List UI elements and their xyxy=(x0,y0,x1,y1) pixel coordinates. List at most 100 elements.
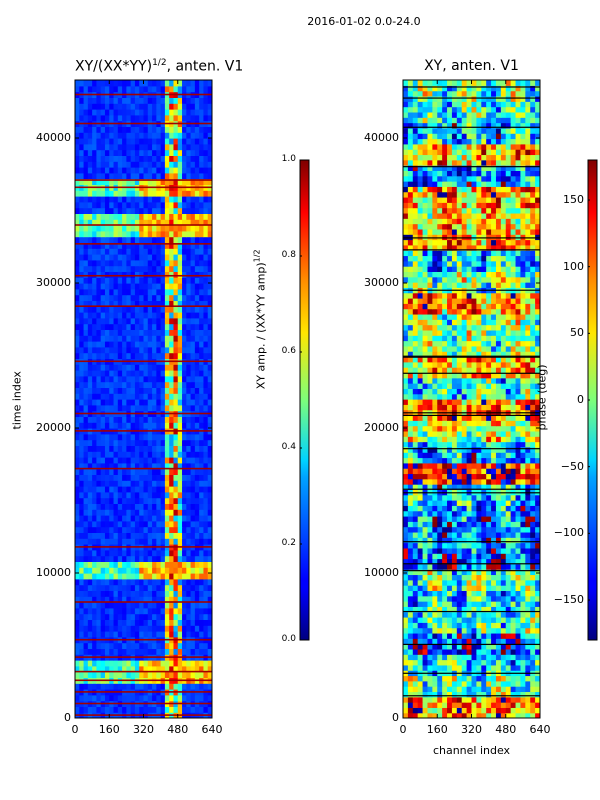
left-heatmap-cell xyxy=(87,468,93,475)
right-heatmap-cell xyxy=(427,468,433,475)
left-heatmap-cell xyxy=(75,567,80,574)
left-heatmap-cell xyxy=(109,648,115,655)
left-heatmap-cell xyxy=(92,486,98,493)
right-heatmap-cell xyxy=(500,446,507,453)
left-heatmap-cell xyxy=(160,230,166,238)
right-heatmap-cell xyxy=(481,553,487,560)
right-heatmap-cell xyxy=(403,648,409,655)
left-heatmap-cell xyxy=(186,503,192,510)
right-heatmap-cell xyxy=(427,632,433,639)
right-heatmap-cell xyxy=(515,675,522,682)
left-heatmap-cell xyxy=(117,468,123,475)
left-heatmap-cell xyxy=(134,213,140,220)
left-heatmap-cell xyxy=(177,381,183,388)
left-heatmap-cell xyxy=(104,607,110,615)
left-heatmap-cell xyxy=(152,642,157,649)
left-heatmap-cell xyxy=(203,370,209,377)
right-heatmap-cell xyxy=(535,595,540,602)
left-heatmap-cell xyxy=(75,509,80,516)
left-heatmap-cell xyxy=(126,451,132,458)
left-heatmap-cell xyxy=(83,172,89,180)
right-heatmap-cell xyxy=(471,457,477,464)
right-heatmap-cell xyxy=(505,569,512,576)
right-heatmap-cell xyxy=(471,537,477,544)
right-heatmap-cell xyxy=(407,616,414,623)
right-heatmap-cell xyxy=(417,547,424,554)
left-heatmap-cell xyxy=(169,114,175,122)
left-heatmap-cell xyxy=(203,619,209,626)
left-heatmap-cell xyxy=(134,404,140,412)
left-heatmap-cell xyxy=(109,277,115,284)
left-heatmap-cell xyxy=(87,201,93,209)
left-heatmap-cell xyxy=(177,462,183,470)
left-heatmap-cell xyxy=(160,422,166,429)
left-heatmap-cell xyxy=(186,346,192,354)
left-heatmap-cell xyxy=(143,271,149,278)
left-heatmap-cell xyxy=(134,515,140,522)
right-heatmap-cell xyxy=(466,691,473,698)
left-heatmap-cell xyxy=(104,103,110,110)
left-heatmap-cell xyxy=(75,497,80,504)
left-heatmap-cell xyxy=(92,445,98,452)
right-heatmap-cell xyxy=(471,654,477,661)
right-heatmap-cell xyxy=(447,563,453,570)
left-heatmap-cell xyxy=(152,526,157,533)
left-heatmap-cell xyxy=(104,132,110,139)
left-heatmap-cell xyxy=(186,439,192,446)
left-heatmap-cell xyxy=(147,457,153,464)
left-heatmap-cell xyxy=(147,416,153,423)
left-flag-line xyxy=(75,638,212,641)
left-heatmap-cell xyxy=(113,561,119,568)
left-heatmap-cell xyxy=(203,549,209,557)
left-heatmap-cell xyxy=(130,143,136,151)
left-heatmap-cell xyxy=(182,85,187,93)
right-heatmap-cell xyxy=(486,473,492,480)
left-heatmap-cell xyxy=(75,561,80,568)
right-heatmap-cell xyxy=(432,446,438,453)
left-heatmap-cell xyxy=(186,578,192,586)
right-heatmap-cell xyxy=(520,473,526,480)
left-heatmap-cell xyxy=(199,335,205,342)
right-heatmap-cell xyxy=(403,505,409,512)
left-heatmap-cell xyxy=(117,561,123,568)
left-heatmap-cell xyxy=(130,520,136,528)
left-heatmap-cell xyxy=(207,387,212,394)
left-heatmap-cell xyxy=(104,480,110,487)
right-heatmap-cell xyxy=(466,686,473,693)
right-heatmap-cell xyxy=(417,574,424,581)
right-heatmap-cell xyxy=(530,686,536,693)
left-heatmap-cell xyxy=(203,515,209,522)
right-heatmap-cell xyxy=(447,478,453,485)
left-heatmap-cell xyxy=(143,416,149,423)
left-heatmap-cell xyxy=(147,259,153,267)
left-heatmap-cell xyxy=(87,242,93,249)
right-heatmap-cell xyxy=(407,680,414,687)
left-heatmap-cell xyxy=(147,114,153,122)
left-heatmap-cell xyxy=(160,259,166,267)
left-heatmap-cell xyxy=(207,132,212,139)
left-heatmap-cell xyxy=(173,335,179,342)
left-heatmap-cell xyxy=(134,433,140,441)
left-heatmap-cell xyxy=(199,416,205,423)
left-heatmap-cell xyxy=(109,346,115,354)
right-heatmap-cell xyxy=(456,622,463,629)
right-heatmap-cell xyxy=(515,648,522,655)
left-heatmap-cell xyxy=(113,387,119,394)
left-heatmap-cell xyxy=(100,474,106,481)
left-heatmap-cell xyxy=(169,201,175,209)
left-heatmap-cell xyxy=(79,341,85,348)
right-heatmap-cell xyxy=(437,521,443,528)
left-heatmap-cell xyxy=(117,515,123,522)
right-heatmap-cell xyxy=(476,478,482,485)
left-heatmap-cell xyxy=(156,573,162,580)
left-heatmap-cell xyxy=(194,265,200,272)
left-heatmap-cell xyxy=(87,80,93,87)
left-heatmap-cell xyxy=(169,161,175,168)
right-heatmap-cell xyxy=(432,691,438,698)
left-heatmap-cell xyxy=(147,103,153,110)
left-heatmap-cell xyxy=(173,329,179,336)
left-heatmap-cell xyxy=(79,602,85,609)
left-heatmap-cell xyxy=(92,103,98,110)
left-heatmap-cell xyxy=(182,306,187,313)
left-heatmap-cell xyxy=(182,103,187,110)
